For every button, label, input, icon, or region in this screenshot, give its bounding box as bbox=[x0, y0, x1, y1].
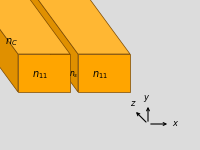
Polygon shape bbox=[0, 0, 70, 54]
Polygon shape bbox=[23, 0, 78, 92]
Polygon shape bbox=[18, 54, 70, 92]
Text: y: y bbox=[144, 93, 148, 102]
Text: z: z bbox=[130, 99, 134, 108]
Polygon shape bbox=[78, 54, 130, 92]
Text: $n_{11}$: $n_{11}$ bbox=[92, 69, 108, 81]
Text: $n_{11}$: $n_{11}$ bbox=[32, 69, 48, 81]
Text: $n_s$: $n_s$ bbox=[69, 70, 79, 80]
Polygon shape bbox=[23, 0, 130, 54]
Text: $n_C$: $n_C$ bbox=[5, 36, 18, 48]
Text: x: x bbox=[172, 120, 177, 129]
Polygon shape bbox=[0, 0, 18, 92]
